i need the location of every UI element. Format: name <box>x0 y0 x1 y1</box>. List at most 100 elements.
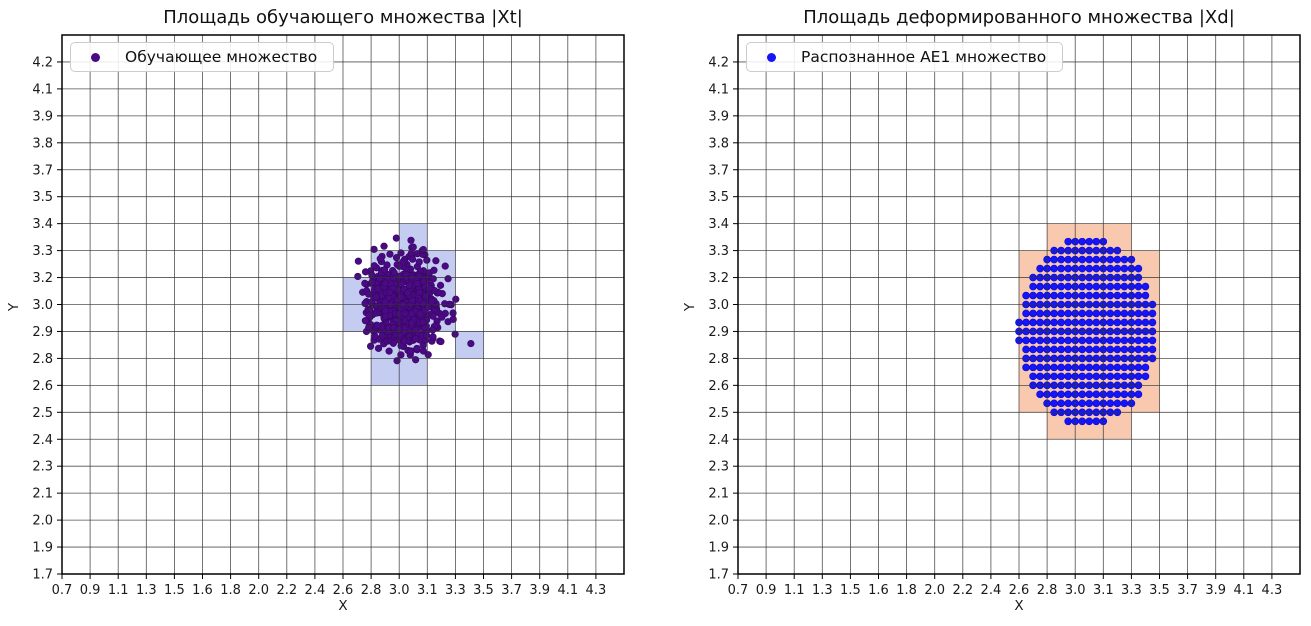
x-tick-label: 2.2 <box>952 583 973 598</box>
x-tick-label: 1.5 <box>840 583 861 598</box>
highlight-cells-layer <box>1019 223 1160 440</box>
x-tick-label: 3.7 <box>501 583 522 598</box>
chart-title: Площадь обучающего множества |Xt| <box>163 7 523 28</box>
x-tick-label: 4.3 <box>586 583 607 598</box>
y-tick-label: 3.3 <box>708 244 729 259</box>
y-tick-label: 2.6 <box>708 379 729 394</box>
legend-label: Распознанное АЕ1 множество <box>801 48 1047 66</box>
y-tick-label: 4.2 <box>32 55 53 70</box>
x-tick-label: 2.8 <box>361 583 382 598</box>
legend: Распознанное АЕ1 множество <box>746 42 1064 72</box>
y-tick-label: 2.0 <box>708 514 729 529</box>
x-tick-label: 3.1 <box>417 583 438 598</box>
x-tick-label: 1.8 <box>896 583 917 598</box>
y-tick-label: 2.0 <box>32 514 53 529</box>
x-tick-label: 3.1 <box>1093 583 1114 598</box>
legend-marker-dot <box>767 52 776 62</box>
x-tick-label: 1.6 <box>868 583 889 598</box>
plot-area: 0.7 0.9 1.1 1.3 1.5 1.6 1.8 2.0 2.2 2.4 2.6 2.8 3.0 3… <box>32 34 625 598</box>
y-tick-label: 1.9 <box>708 541 729 556</box>
x-tick-label: 2.8 <box>1037 583 1058 598</box>
y-tick-label: 2.1 <box>708 487 729 502</box>
x-tick-label: 4.3 <box>1262 583 1283 598</box>
y-tick-label: 3.2 <box>708 271 729 286</box>
y-tick-label: 3.8 <box>708 136 729 151</box>
y-tick-label: 4.1 <box>708 82 729 97</box>
plot-area: 0.7 0.9 1.1 1.3 1.5 1.6 1.8 2.0 2.2 2.4 2.6 2.8 3.0 3… <box>708 34 1301 598</box>
x-tick-label: 0.7 <box>52 583 73 598</box>
y-tick-label: 3.7 <box>32 163 53 178</box>
x-tick-label: 1.3 <box>136 583 157 598</box>
x-tick-label: 2.6 <box>1009 583 1030 598</box>
x-tick-label: 1.1 <box>108 583 129 598</box>
y-axis-label: Y <box>6 302 22 312</box>
x-tick-label: 1.5 <box>164 583 185 598</box>
y-tick-label: 3.4 <box>32 217 53 232</box>
legend-label: Обучающее множество <box>125 48 318 66</box>
x-tick-label: 1.1 <box>784 583 805 598</box>
chart-title: Площадь деформированного множества |Xd| <box>803 7 1235 28</box>
tick-layer: 0.7 0.9 1.1 1.3 1.5 1.6 1.8 2.0 2.2 2.4 2.6 2.8 3.0 3… <box>708 55 1282 598</box>
x-tick-label: 3.0 <box>389 583 410 598</box>
y-tick-label: 3.8 <box>32 136 53 151</box>
x-tick-label: 4.1 <box>1233 583 1254 598</box>
y-tick-label: 3.2 <box>32 271 53 286</box>
y-tick-label: 3.3 <box>32 244 53 259</box>
y-tick-label: 1.7 <box>708 568 729 583</box>
x-tick-label: 3.5 <box>473 583 494 598</box>
y-tick-label: 2.3 <box>708 460 729 475</box>
y-tick-label: 1.9 <box>32 541 53 556</box>
legend: Обучающее множество <box>70 42 335 72</box>
x-tick-label: 2.0 <box>924 583 945 598</box>
y-tick-label: 2.8 <box>32 352 53 367</box>
y-tick-label: 3.9 <box>708 109 729 124</box>
y-axis-label: Y <box>682 302 698 312</box>
x-tick-label: 1.3 <box>812 583 833 598</box>
x-tick-label: 0.9 <box>80 583 101 598</box>
x-tick-label: 2.2 <box>276 583 297 598</box>
x-tick-label: 3.7 <box>1177 583 1198 598</box>
y-tick-label: 2.1 <box>32 487 53 502</box>
y-tick-label: 3.5 <box>32 190 53 205</box>
y-tick-label: 2.5 <box>708 406 729 421</box>
tick-layer: 0.7 0.9 1.1 1.3 1.5 1.6 1.8 2.0 2.2 2.4 2.6 2.8 3.0 3… <box>32 55 606 598</box>
y-tick-label: 4.2 <box>708 55 729 70</box>
y-tick-label: 3.0 <box>32 298 53 313</box>
y-tick-label: 3.0 <box>708 298 729 313</box>
x-tick-label: 2.6 <box>333 583 354 598</box>
legend-marker-dot <box>91 52 100 62</box>
x-tick-label: 3.9 <box>1205 583 1226 598</box>
x-tick-label: 0.7 <box>728 583 749 598</box>
x-tick-label: 4.1 <box>557 583 578 598</box>
y-tick-label: 1.7 <box>32 568 53 583</box>
y-tick-label: 3.5 <box>708 190 729 205</box>
y-tick-label: 2.3 <box>32 460 53 475</box>
y-tick-label: 2.4 <box>32 433 53 448</box>
x-tick-label: 2.0 <box>248 583 269 598</box>
x-tick-label: 0.9 <box>756 583 777 598</box>
y-tick-label: 3.4 <box>708 217 729 232</box>
y-tick-label: 2.9 <box>708 325 729 340</box>
x-tick-label: 3.3 <box>445 583 466 598</box>
y-tick-label: 2.9 <box>32 325 53 340</box>
grid-layer <box>61 34 625 575</box>
x-tick-label: 3.0 <box>1065 583 1086 598</box>
y-tick-label: 4.1 <box>32 82 53 97</box>
y-tick-label: 2.8 <box>708 352 729 367</box>
x-tick-label: 1.6 <box>192 583 213 598</box>
y-tick-label: 3.9 <box>32 109 53 124</box>
y-tick-label: 3.7 <box>708 163 729 178</box>
x-tick-label: 2.4 <box>981 583 1002 598</box>
x-axis-label: X <box>1014 598 1024 614</box>
x-tick-label: 3.3 <box>1121 583 1142 598</box>
x-tick-label: 3.9 <box>529 583 550 598</box>
x-tick-label: 3.5 <box>1149 583 1170 598</box>
y-tick-label: 2.6 <box>32 379 53 394</box>
x-tick-label: 2.4 <box>305 583 326 598</box>
y-tick-label: 2.4 <box>708 433 729 448</box>
y-tick-label: 2.5 <box>32 406 53 421</box>
x-tick-label: 1.8 <box>220 583 241 598</box>
grid-layer <box>737 34 1301 575</box>
x-axis-label: X <box>338 598 348 614</box>
